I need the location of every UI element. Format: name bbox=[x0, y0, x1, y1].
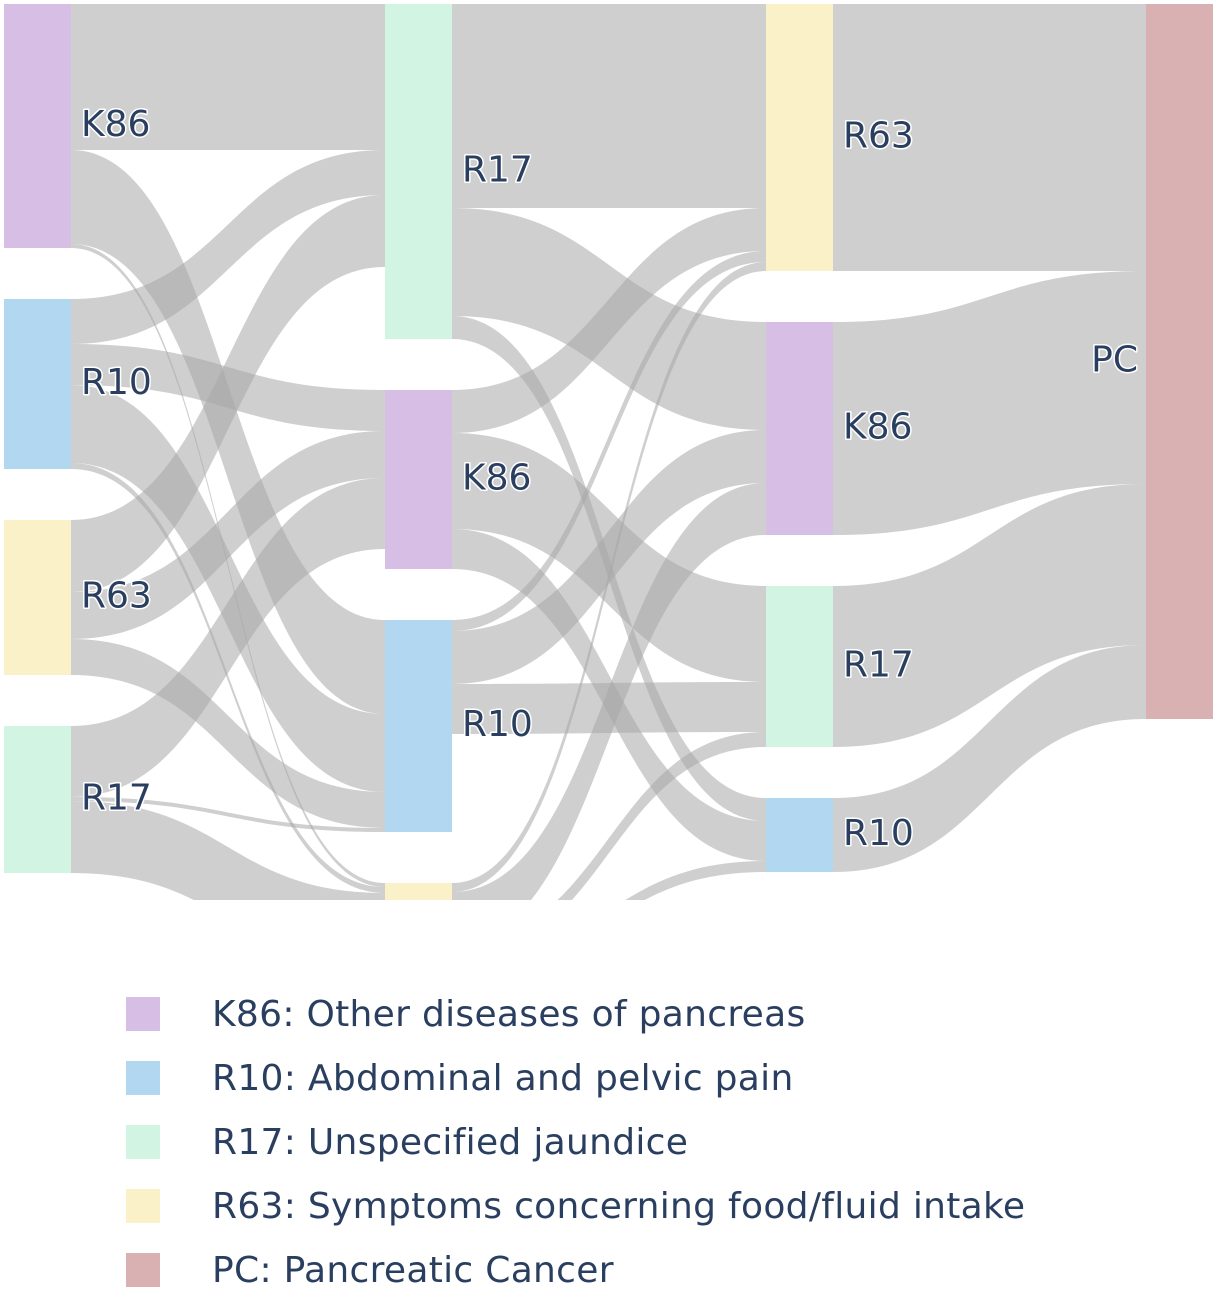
legend-item-r63: R63: Symptoms concerning food/fluid inta… bbox=[126, 1174, 1025, 1238]
node-k86-col2 bbox=[766, 322, 833, 535]
link-r10-to-r63-col1 bbox=[452, 251, 766, 631]
link-r63-to-pc-col2 bbox=[833, 4, 1146, 271]
link-r63-to-r10-col0 bbox=[71, 639, 385, 828]
labels-layer: K86R10R63R17R17K86R10R63R63K86R17R10PC bbox=[80, 103, 1140, 856]
node-label-r17-col0: R17 bbox=[81, 778, 152, 819]
node-r17-col0 bbox=[4, 726, 71, 873]
link-k86-to-r17-col0 bbox=[71, 4, 385, 150]
node-r63-col0 bbox=[4, 520, 71, 675]
legend-item-k86: K86: Other diseases of pancreas bbox=[126, 982, 1025, 1046]
legend-label-pc: PC: Pancreatic Cancer bbox=[212, 1249, 614, 1291]
legend-label-r10: R10: Abdominal and pelvic pain bbox=[212, 1057, 794, 1099]
node-r63-col1 bbox=[385, 883, 452, 900]
legend-swatch-r63 bbox=[126, 1189, 160, 1223]
legend-label-r63: R63: Symptoms concerning food/fluid inta… bbox=[212, 1185, 1026, 1227]
legend-item-r17: R17: Unspecified jaundice bbox=[126, 1110, 1025, 1174]
node-r63-col2 bbox=[766, 4, 833, 271]
legend-label-r17: R17: Unspecified jaundice bbox=[212, 1121, 689, 1163]
link-r17-to-k86-col0 bbox=[71, 478, 385, 797]
link-r63-to-r17-col0 bbox=[71, 195, 385, 592]
legend-swatch-k86 bbox=[126, 997, 160, 1031]
links-layer bbox=[71, 4, 1146, 900]
legend: K86: Other diseases of pancreas R10: Abd… bbox=[126, 982, 1025, 1302]
node-label-r63-col2: R63 bbox=[843, 116, 914, 157]
link-r63-to-r63-col1 bbox=[452, 262, 766, 892]
legend-item-pc: PC: Pancreatic Cancer bbox=[126, 1238, 1025, 1302]
node-r10-col2 bbox=[766, 798, 833, 872]
node-r17-col2 bbox=[766, 586, 833, 747]
nodes-layer bbox=[4, 4, 1213, 900]
node-label-r10-col0: R10 bbox=[81, 362, 152, 403]
node-label-r63-col0: R63 bbox=[81, 576, 152, 617]
link-r63-to-k86-col0 bbox=[71, 431, 385, 639]
legend-label-k86: K86: Other diseases of pancreas bbox=[212, 993, 806, 1035]
sankey-chart: K86R10R63R17R17K86R10R63R63K86R17R10PC bbox=[4, 4, 1213, 900]
node-k86-col0 bbox=[4, 4, 71, 248]
node-label-k86-col2: K86 bbox=[843, 407, 912, 448]
link-r10-to-r63-col0 bbox=[71, 463, 385, 893]
link-r63-to-r17-col1 bbox=[557, 732, 766, 900]
legend-swatch-r17 bbox=[126, 1125, 160, 1159]
legend-swatch-pc bbox=[126, 1253, 160, 1287]
node-pc-col3 bbox=[1146, 4, 1213, 719]
link-k86-to-r63-col1 bbox=[452, 208, 766, 433]
legend-item-r10: R10: Abdominal and pelvic pain bbox=[126, 1046, 1025, 1110]
link-k86-to-pc-col2 bbox=[833, 271, 1146, 535]
node-label-r17-col1: R17 bbox=[462, 150, 533, 191]
link-r10-to-pc-col2 bbox=[833, 645, 1146, 872]
node-r17-col1 bbox=[385, 4, 452, 339]
node-label-pc-col3: PC bbox=[1091, 340, 1138, 381]
link-r17-to-r63-col0 bbox=[71, 801, 385, 900]
link-r17-to-r63-col1 bbox=[452, 4, 766, 208]
link-r17-to-pc-col2 bbox=[833, 484, 1146, 747]
link-r63-to-k86-col1 bbox=[452, 483, 766, 900]
link-r17-to-r10-col0 bbox=[71, 797, 385, 832]
link-r63-to-r10-col1 bbox=[625, 861, 766, 900]
node-label-k86-col1: K86 bbox=[462, 458, 531, 499]
node-r10-col1 bbox=[385, 620, 452, 832]
node-label-r10-col1: R10 bbox=[462, 704, 533, 745]
legend-swatch-r10 bbox=[126, 1061, 160, 1095]
node-r10-col0 bbox=[4, 299, 71, 469]
node-k86-col1 bbox=[385, 390, 452, 569]
node-label-k86-col0: K86 bbox=[81, 104, 150, 145]
node-label-r10-col2: R10 bbox=[843, 813, 914, 854]
node-label-r17-col2: R17 bbox=[843, 645, 914, 686]
link-r10-to-k86-col1 bbox=[452, 430, 766, 684]
link-r10-to-r17-col0 bbox=[71, 150, 385, 344]
